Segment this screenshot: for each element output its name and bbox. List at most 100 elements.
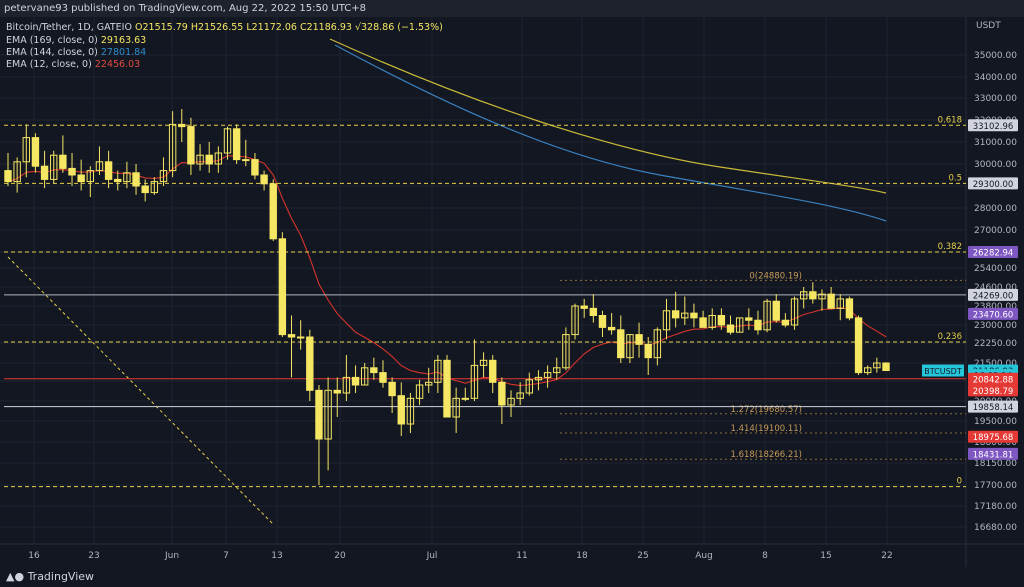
price-tag <box>968 307 1018 320</box>
legend-symbol-line: Bitcoin/Tether, 1D, GATEIO O21515.79 H21… <box>6 22 443 33</box>
price-tag <box>968 288 1018 301</box>
y-tick-label: 16680.00 <box>974 523 1017 533</box>
candle-body <box>662 310 671 331</box>
tradingview-logo[interactable]: ▲● TradingView <box>6 570 95 583</box>
candle-body <box>745 317 753 321</box>
candle-body <box>260 174 268 185</box>
chart-background <box>0 17 1024 567</box>
candle-body <box>763 300 771 331</box>
x-tick-label: 7 <box>223 551 229 561</box>
price-tag <box>968 372 1018 385</box>
legend-ema12: EMA (12, close, 0) 22456.03 <box>6 59 140 70</box>
price-chart[interactable]: USDT35000.0034000.0033000.0032000.003100… <box>0 17 1024 567</box>
x-tick-label: Jul <box>426 551 438 561</box>
candle-body <box>882 362 890 372</box>
candle-body <box>543 372 552 378</box>
price-tag-label: 26282.94 <box>973 249 1014 259</box>
price-tag <box>968 430 1018 443</box>
x-tick-label: Jun <box>164 551 179 561</box>
candle-body <box>178 123 186 128</box>
candle-body <box>635 334 643 345</box>
price-tag-label: 18431.81 <box>973 450 1014 460</box>
candle-body <box>187 126 195 165</box>
y-tick-label: 23000.00 <box>974 321 1017 331</box>
legend-ema144: EMA (144, close, 0) 27801.84 <box>6 47 146 58</box>
candle-body <box>351 376 360 386</box>
candle-body <box>425 381 433 386</box>
y-tick-label: 30000.00 <box>974 160 1017 170</box>
candle-body <box>242 159 250 162</box>
price-tag-label: 20842.88 <box>973 375 1014 385</box>
candle-body <box>287 334 296 338</box>
ema144-label: EMA (144, close, 0) <box>6 47 98 58</box>
price-tag <box>968 119 1018 132</box>
fib-ext-label: 1.618(18266.21) <box>730 450 802 460</box>
fib-level-label: 0.618 <box>938 115 962 125</box>
candle-body <box>845 298 854 319</box>
candle-body <box>580 305 588 309</box>
fib-ext-label: 1.414(19100.11) <box>730 424 802 434</box>
candle-body <box>461 397 469 400</box>
candle-body <box>617 329 625 359</box>
fib-level-label: 0 <box>957 477 962 487</box>
candle-body <box>388 381 396 397</box>
y-tick-label: 18800.00 <box>974 438 1017 448</box>
candle-body <box>397 395 405 425</box>
candle-body <box>589 307 598 316</box>
candle-body <box>443 359 451 418</box>
candle-body <box>324 389 332 440</box>
candle-body <box>754 319 762 331</box>
candle-body <box>415 384 424 399</box>
candle-body <box>77 174 85 183</box>
candle-body <box>873 362 881 369</box>
x-tick-label: 15 <box>820 551 831 561</box>
y-tick-label: 22250.00 <box>974 339 1017 349</box>
x-tick-label: 23 <box>88 551 99 561</box>
candle-body <box>799 291 808 300</box>
candle-body <box>68 167 76 176</box>
candle-body <box>708 315 716 328</box>
fib-level-label: 0.382 <box>938 242 962 252</box>
price-tag-label: 33102.96 <box>973 122 1014 132</box>
x-tick-label: 18 <box>576 551 588 561</box>
x-tick-label: 22 <box>881 551 892 561</box>
price-tag <box>968 177 1018 190</box>
candle-body <box>50 154 58 180</box>
candle-body <box>4 170 12 183</box>
x-tick-label: 16 <box>28 551 40 561</box>
candle-body <box>59 154 67 169</box>
price-tag-label: 23470.60 <box>973 310 1014 320</box>
price-tag-label: 20398.79 <box>973 387 1014 397</box>
x-tick-label: 20 <box>334 551 346 561</box>
candle-body <box>626 334 634 359</box>
candle-body <box>141 185 149 194</box>
price-tag <box>968 447 1018 460</box>
y-tick-label: 24600.00 <box>974 283 1017 293</box>
candle-body <box>781 319 790 326</box>
candle-body <box>836 298 844 309</box>
y-tick-label: 31000.00 <box>974 138 1017 148</box>
ema144-line <box>334 44 887 222</box>
symbol-tag <box>922 364 964 377</box>
candle-body <box>790 298 799 326</box>
candle-body <box>571 305 579 336</box>
candle-body <box>123 172 131 183</box>
x-tick-label: 13 <box>271 551 282 561</box>
candle-body <box>306 336 314 391</box>
candle-body <box>114 178 122 183</box>
x-tick-label: 25 <box>637 551 648 561</box>
candle-body <box>95 161 104 172</box>
candle-body <box>223 128 232 154</box>
ema169-label: EMA (169, close, 0) <box>6 35 98 46</box>
fib-ext-label: 1.272(19680.57) <box>730 405 802 415</box>
y-tick-label: 17180.00 <box>974 502 1017 512</box>
candle-body <box>196 154 204 165</box>
y-tick-label: 18150.00 <box>974 459 1017 469</box>
candle-body <box>333 389 341 394</box>
candle-body <box>653 329 662 359</box>
candle-body <box>40 165 49 180</box>
candle-body <box>507 397 515 406</box>
x-tick-label: Aug <box>695 551 713 561</box>
trend-line <box>7 256 275 526</box>
candle-body <box>434 359 442 383</box>
